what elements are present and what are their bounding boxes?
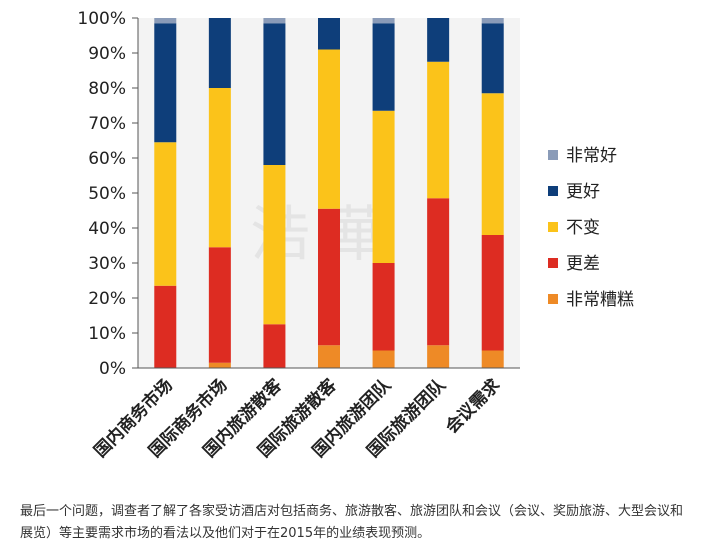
bar-segment: [208, 18, 231, 88]
bar-segment: [318, 345, 340, 368]
bar-segment: [481, 350, 504, 368]
bar-segment: [208, 247, 231, 363]
bar-segment: [427, 61, 450, 199]
legend-label: 更差: [566, 254, 600, 274]
y-tick-label: 90%: [88, 44, 126, 64]
y-tick-label: 60%: [88, 149, 126, 169]
bar-segment: [372, 263, 395, 351]
bar-segment: [154, 23, 177, 143]
y-tick-label: 30%: [88, 254, 126, 274]
y-tick-label: 10%: [88, 324, 126, 344]
y-tick-label: 0%: [99, 359, 126, 379]
bar-segment: [154, 285, 177, 368]
bar-segment: [372, 110, 395, 263]
legend-swatch: [548, 150, 558, 160]
bar-segment: [263, 23, 286, 165]
legend-swatch: [548, 186, 558, 196]
bar-segment: [481, 23, 504, 94]
bar-segment: [208, 362, 231, 368]
bar-segment: [154, 142, 177, 286]
bar-segment: [372, 23, 395, 111]
y-tick-label: 50%: [88, 184, 126, 204]
legend-label: 不变: [566, 218, 600, 238]
bar-segment: [481, 93, 504, 235]
bar-segment: [318, 208, 340, 346]
legend-label: 非常好: [566, 146, 617, 166]
bar-segment: [154, 18, 177, 24]
y-tick-label: 20%: [88, 289, 126, 309]
y-tick-label: 100%: [77, 9, 126, 29]
bar-segment: [481, 18, 504, 24]
y-axis: 0% 10% 20% 30% 40% 50% 60% 70% 80% 90% 100%: [77, 9, 139, 379]
bars-group: [154, 18, 504, 368]
bar-segment: [372, 18, 395, 24]
bar-segment: [427, 18, 450, 62]
y-tick-label: 40%: [88, 219, 126, 239]
bar-segment: [263, 165, 286, 325]
bar-segment: [372, 350, 395, 368]
bar-segment: [481, 235, 504, 351]
caption-text: 最后一个问题，调查者了解了各家受访酒店对包括商务、旅游散客、旅游团队和会议（会议…: [20, 504, 684, 541]
legend-swatch: [548, 222, 558, 232]
y-tick-label: 70%: [88, 114, 126, 134]
bar-segment: [318, 49, 340, 209]
y-tick-label: 80%: [88, 79, 126, 99]
bar-segment: [318, 18, 340, 50]
bar-segment: [427, 345, 450, 368]
legend-swatch: [548, 294, 558, 304]
legend-label: 更好: [566, 182, 600, 202]
bar-segment: [263, 18, 286, 24]
legend-label: 非常糟糕: [566, 290, 634, 310]
chart-svg: 浩 華 0%10%20%30%40%50%60%70%80%90%100% 国内…: [77, 9, 634, 462]
x-tick-label: 会议需求: [441, 375, 504, 438]
legend-swatch: [548, 258, 558, 268]
stacked-bar-chart: 浩 華 0%10%20%30%40%50%60%70%80%90%100% 国内…: [77, 9, 634, 462]
bar-segment: [427, 198, 450, 346]
bar-segment: [263, 324, 286, 368]
bar-segment: [208, 88, 231, 248]
